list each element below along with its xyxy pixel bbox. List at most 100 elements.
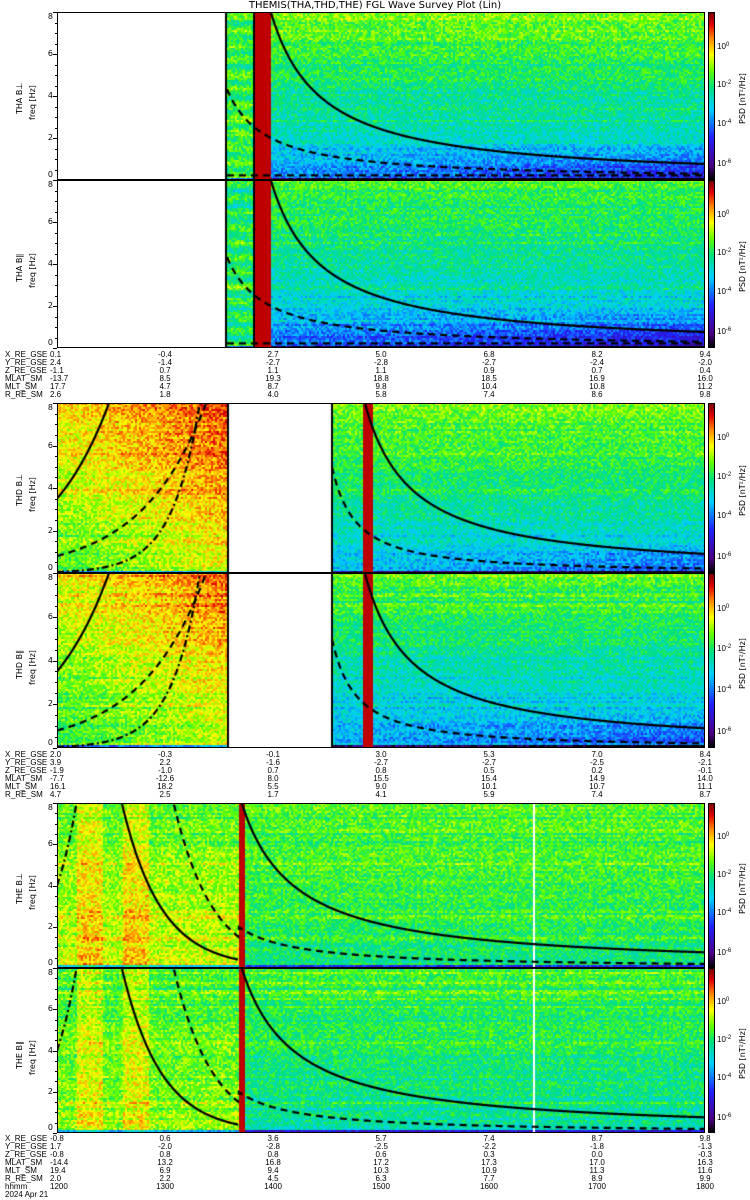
- ephemeris-value: 5.7: [375, 1134, 387, 1143]
- y-tick-label: 0: [47, 563, 53, 572]
- colorbar-tick-label: 10-4: [717, 511, 732, 521]
- y-tick-label: 4: [47, 880, 53, 890]
- ephemeris-value: -1.4: [158, 358, 172, 367]
- y-tick-mark: [53, 573, 57, 574]
- ephemeris-value: 9.4: [267, 1166, 279, 1175]
- ephemeris-value: -2.7: [482, 358, 496, 367]
- y-axis-label: freq [Hz]: [28, 874, 37, 910]
- ephemeris-value: 1.7: [267, 790, 279, 799]
- y-tick-mark: [53, 885, 57, 887]
- y-tick-mark: [53, 180, 57, 181]
- y-minor-tick: [55, 551, 57, 553]
- y-minor-tick: [55, 1060, 57, 1062]
- colorbar-tick-label: 10-2: [717, 472, 732, 482]
- ephemeris-row: Z_RE_GSE -1.1 0.7 1.1 1.1 0.9 0.7 0.4: [0, 367, 750, 375]
- y-minor-tick: [55, 998, 57, 1000]
- y-minor-tick: [55, 541, 57, 543]
- ephemeris-value: 17.2: [373, 1158, 389, 1167]
- ephemeris-value: 0.6: [159, 1134, 171, 1143]
- y-minor-tick: [55, 466, 57, 468]
- ephemeris-row-name: R_RE_SM: [5, 390, 43, 399]
- ephemeris-value: 11.1: [697, 782, 713, 791]
- colorbar-tick-label: 10-6: [717, 159, 732, 169]
- y-tick-label: 8: [47, 573, 53, 582]
- ephemeris-row-name: X_RE_GSE: [5, 750, 48, 759]
- y-tick-label: 8: [47, 403, 53, 412]
- y-minor-tick: [55, 978, 57, 980]
- y-tick-label: 4: [47, 91, 53, 100]
- y-tick-label: 6: [47, 49, 53, 58]
- ephemeris-row-name: Z_RE_GSE: [5, 766, 47, 775]
- ephemeris-value: 2.7: [267, 350, 279, 359]
- spectrogram-image: [57, 573, 705, 748]
- ephemeris-value: -1.0: [158, 766, 172, 775]
- colorbar-label: PSD [nT²/Hz]: [738, 73, 747, 124]
- ephemeris-value: 7.7: [483, 1174, 495, 1183]
- ephemeris-value: 2.4: [50, 358, 62, 367]
- ephemeris-row: R_RE_SM 2.6 1.8 4.0 5.8 7.4 8.6 9.8: [0, 391, 750, 399]
- ephemeris-row: Y_RE_GSE 1.7 -2.0 -2.8 -2.5 -2.2 -1.8 -1.3: [0, 1143, 750, 1151]
- ephemeris-value: 0.0: [591, 1150, 603, 1159]
- y-minor-tick: [55, 937, 57, 939]
- colorbar-tick-label: 100: [717, 209, 730, 219]
- ephemeris-row-name: X_RE_GSE: [5, 1134, 48, 1143]
- y-tick-mark: [53, 348, 57, 349]
- ephemeris-value: -7.7: [50, 774, 64, 783]
- colorbar-tick-label: 10-4: [717, 1072, 732, 1082]
- colorbar-tick-label: 10-6: [717, 947, 732, 957]
- ephemeris-value: 5.5: [267, 782, 279, 791]
- ephemeris-row: X_RE_GSE 2.0 -0.3 -0.1 3.0 5.3 7.0 8.4: [0, 751, 750, 759]
- y-tick-mark: [53, 138, 57, 139]
- colorbar: [708, 403, 715, 573]
- colorbar: [708, 803, 715, 968]
- tick-exponent: 0: [725, 41, 730, 48]
- colorbar-label: PSD [nT²/Hz]: [738, 1027, 747, 1079]
- y-tick-mark: [53, 748, 57, 749]
- ephemeris-row: MLAT_SM -7.7 -12.6 8.0 15.5 15.4 14.9 14.0: [0, 775, 750, 783]
- ephemeris-value: 0.7: [159, 366, 171, 375]
- ephemeris-value: 11.6: [697, 1166, 713, 1175]
- ephemeris-value: -2.7: [482, 758, 496, 767]
- ephemeris-table: X_RE_GSE 0.1 -0.4 2.7 5.0 6.8 8.2 9.4 Y_RE_GSE 2.…: [0, 351, 750, 399]
- y-tick-label: 8: [47, 12, 53, 21]
- y-minor-tick: [55, 715, 57, 717]
- y-minor-tick: [55, 274, 57, 276]
- ephemeris-value: -2.4: [590, 358, 604, 367]
- ephemeris-value: -1.8: [590, 1142, 604, 1151]
- panel-label: THA B⊥: [15, 82, 24, 114]
- spectrogram-panel: [53, 403, 705, 574]
- y-minor-tick: [55, 1029, 57, 1031]
- tick-exponent: -4: [725, 511, 732, 518]
- ephemeris-value: 2.0: [50, 750, 62, 759]
- y-tick-label: 0: [47, 170, 53, 179]
- colorbar-label: PSD [nT²/Hz]: [738, 637, 747, 689]
- colorbar-label: PSD [nT²/Hz]: [738, 862, 747, 914]
- plot-title: THEMIS(THA,THD,THE) FGL Wave Survey Plot…: [248, 0, 502, 11]
- tick-exponent: 0: [725, 209, 730, 216]
- y-minor-tick: [55, 232, 57, 234]
- ephemeris-value: 0.6: [375, 1150, 387, 1159]
- y-tick-label: 0: [47, 338, 53, 347]
- ephemeris-value: -2.8: [266, 1142, 280, 1151]
- y-minor-tick: [55, 64, 57, 66]
- tick-exponent: -6: [725, 327, 732, 334]
- ephemeris-value: 14.9: [589, 774, 605, 783]
- panel-label: THE B⊥: [15, 872, 24, 904]
- ephemeris-row-name: MLT_SM: [5, 382, 37, 391]
- tick-exponent: 0: [725, 997, 730, 1003]
- y-minor-tick: [55, 201, 57, 202]
- ephemeris-value: 9.8: [375, 382, 387, 391]
- ephemeris-row: Y_RE_GSE 2.4 -1.4 -2.7 -2.8 -2.7 -2.4 -2.0: [0, 359, 750, 367]
- tick-exponent: -6: [725, 159, 732, 166]
- ephemeris-value: -1.9: [50, 766, 64, 775]
- y-minor-tick: [55, 1112, 57, 1114]
- ephemeris-value: -2.5: [590, 758, 604, 767]
- ephemeris-value: 8.9: [591, 1174, 603, 1183]
- colorbar-tick-label: 10-4: [717, 286, 732, 296]
- colorbar-tick-label: 100: [717, 832, 730, 841]
- y-minor-tick: [55, 43, 57, 45]
- ephemeris-row: X_RE_GSE 0.1 -0.4 2.7 5.0 6.8 8.2 9.4: [0, 351, 750, 359]
- y-minor-tick: [55, 211, 57, 213]
- colorbar: [708, 12, 715, 180]
- y-minor-tick: [55, 519, 57, 521]
